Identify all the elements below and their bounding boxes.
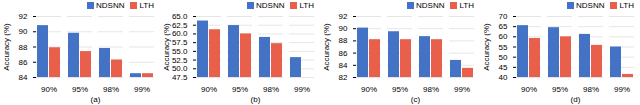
svg-text:52.5: 52.5 — [172, 56, 188, 65]
svg-text:95%: 95% — [392, 85, 408, 94]
svg-text:40: 40 — [499, 73, 508, 82]
svg-text:99%: 99% — [614, 85, 630, 94]
html-text:NDSNN: NDSNN — [256, 1, 285, 10]
svg-text:88: 88 — [19, 43, 28, 52]
svg-text:82: 82 — [339, 73, 348, 82]
svg-text:45: 45 — [499, 63, 508, 72]
svg-text:Accuracy (%): Accuracy (%) — [482, 23, 491, 71]
svg-text:99%: 99% — [134, 85, 150, 94]
svg-text:90%: 90% — [361, 85, 377, 94]
svg-text:50: 50 — [499, 53, 508, 62]
svg-text:98%: 98% — [423, 85, 439, 94]
svg-text:60.0: 60.0 — [172, 29, 188, 38]
svg-text:62.5: 62.5 — [172, 21, 188, 30]
svg-text:65: 65 — [499, 22, 508, 31]
html-text:NDSNN: NDSNN — [576, 1, 605, 10]
svg-text:47.5: 47.5 — [172, 73, 188, 82]
svg-text:60: 60 — [499, 32, 508, 41]
html-text:LTH: LTH — [139, 1, 154, 10]
svg-text:55.0: 55.0 — [172, 47, 188, 56]
svg-text:84: 84 — [19, 73, 28, 82]
html-text:NDSNN: NDSNN — [96, 1, 125, 10]
html-text:LTH: LTH — [299, 1, 314, 10]
svg-text:95%: 95% — [552, 85, 568, 94]
svg-text:84: 84 — [339, 61, 348, 70]
svg-text:92: 92 — [19, 12, 28, 21]
svg-text:95%: 95% — [72, 85, 88, 94]
svg-text:70: 70 — [499, 12, 508, 21]
svg-text:99%: 99% — [294, 85, 310, 94]
svg-text:99%: 99% — [454, 85, 470, 94]
svg-text:86: 86 — [19, 58, 28, 67]
svg-text:88: 88 — [339, 36, 348, 45]
svg-text:95%: 95% — [232, 85, 248, 94]
svg-text:90: 90 — [339, 24, 348, 33]
svg-text:Accuracy (%): Accuracy (%) — [162, 23, 171, 71]
svg-text:Accuracy (%): Accuracy (%) — [2, 23, 11, 71]
svg-text:90%: 90% — [41, 85, 57, 94]
svg-text:92: 92 — [339, 12, 348, 21]
svg-text:86: 86 — [339, 49, 348, 58]
svg-text:(b): (b) — [251, 95, 261, 104]
svg-text:(d): (d) — [571, 95, 581, 104]
svg-text:50.0: 50.0 — [172, 64, 188, 73]
svg-text:55: 55 — [499, 43, 508, 52]
svg-text:90%: 90% — [521, 85, 537, 94]
svg-text:98%: 98% — [103, 85, 119, 94]
html-text:LTH: LTH — [459, 1, 474, 10]
html-text:LTH: LTH — [619, 1, 634, 10]
svg-text:(c): (c) — [411, 95, 421, 104]
svg-text:90: 90 — [19, 27, 28, 36]
svg-text:65.0: 65.0 — [172, 12, 188, 21]
svg-text:Accuracy (%): Accuracy (%) — [322, 23, 331, 71]
svg-text:98%: 98% — [583, 85, 599, 94]
svg-text:98%: 98% — [263, 85, 279, 94]
svg-text:(a): (a) — [91, 95, 101, 104]
svg-text:90%: 90% — [201, 85, 217, 94]
svg-text:57.5: 57.5 — [172, 38, 188, 47]
html-text:NDSNN: NDSNN — [416, 1, 445, 10]
